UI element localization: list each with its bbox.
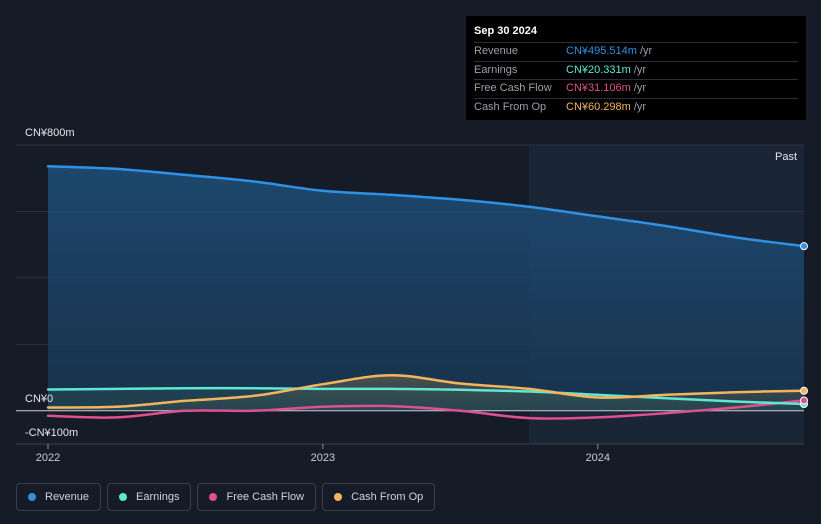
legend-item-revenue[interactable]: Revenue bbox=[16, 483, 102, 511]
cash-from-op-line bbox=[46, 373, 806, 409]
legend-label: Revenue bbox=[45, 491, 90, 503]
tooltip-unit: /yr bbox=[639, 45, 653, 57]
legend-dot-icon bbox=[334, 493, 343, 501]
x-tick-label: 2023 bbox=[311, 452, 335, 464]
tooltip-row-free-cash-flow: Free Cash Flow CN¥31.106m /yr bbox=[474, 79, 798, 98]
tooltip-unit: /yr bbox=[633, 63, 647, 76]
tooltip-label: Earnings bbox=[474, 63, 518, 76]
legend-item-free-cash-flow[interactable]: Free Cash Flow bbox=[197, 483, 317, 511]
legend-dot-icon bbox=[119, 493, 128, 501]
past-label: Past bbox=[775, 151, 797, 163]
cash-from-op-end-marker bbox=[800, 386, 808, 395]
y-tick-label: CN¥800m bbox=[25, 127, 75, 139]
tooltip-label: Free Cash Flow bbox=[474, 82, 552, 94]
tooltip-row-earnings: Earnings CN¥20.331m /yr bbox=[474, 60, 798, 80]
x-tick-label: 2024 bbox=[586, 452, 610, 464]
tooltip-unit: /yr bbox=[633, 82, 647, 94]
x-tick-label: 2022 bbox=[36, 452, 60, 464]
revenue-line bbox=[46, 165, 806, 248]
legend-label: Cash From Op bbox=[351, 491, 424, 503]
earnings-line bbox=[46, 386, 806, 406]
tooltip-label: Cash From Op bbox=[474, 100, 547, 113]
revenue-end-marker bbox=[800, 242, 808, 251]
tooltip-value: CN¥31.106m bbox=[566, 82, 631, 94]
cash-from-op-area bbox=[48, 375, 804, 411]
free-cash-flow-line bbox=[46, 399, 806, 420]
tooltip-value: CN¥60.298m bbox=[566, 100, 631, 113]
revenue-area bbox=[48, 166, 804, 411]
legend-dot-icon bbox=[28, 493, 36, 501]
tooltip-label: Revenue bbox=[474, 45, 519, 57]
tooltip-date: Sep 30 2024 bbox=[474, 25, 537, 37]
legend: Revenue Earnings Free Cash Flow Cash Fro… bbox=[16, 483, 436, 511]
y-tick-label: -CN¥100m bbox=[25, 427, 78, 439]
legend-label: Free Cash Flow bbox=[226, 491, 305, 503]
tooltip-value: CN¥20.331m bbox=[566, 63, 631, 76]
tooltip-value: CN¥495.514m bbox=[566, 45, 637, 57]
free-cash-flow-end-marker bbox=[800, 396, 808, 405]
legend-dot-icon bbox=[209, 493, 218, 501]
earnings-area bbox=[48, 388, 804, 411]
legend-item-cash-from-op[interactable]: Cash From Op bbox=[322, 483, 436, 511]
legend-label: Earnings bbox=[136, 491, 180, 503]
tooltip-row-cash-from-op: Cash From Op CN¥60.298m /yr bbox=[474, 97, 798, 117]
tooltip: Sep 30 2024 Revenue CN¥495.514m /yr Earn… bbox=[466, 16, 806, 120]
tooltip-row-revenue: Revenue CN¥495.514m /yr bbox=[474, 42, 798, 61]
tooltip-unit: /yr bbox=[633, 100, 647, 113]
legend-item-earnings[interactable]: Earnings bbox=[107, 483, 192, 511]
y-tick-label: CN¥0 bbox=[25, 393, 53, 405]
